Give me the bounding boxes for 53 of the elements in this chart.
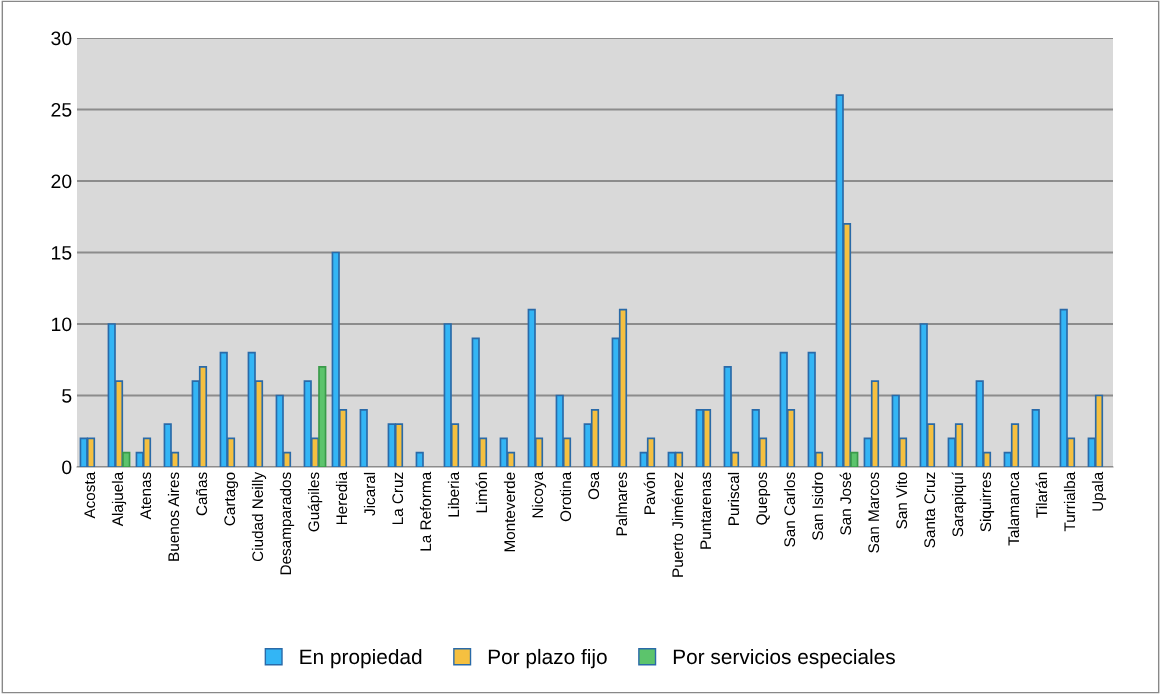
x-tick-label: Alajuela: [111, 471, 127, 527]
legend-label: Por plazo fijo: [488, 648, 607, 669]
bar: [415, 451, 424, 467]
x-tick-label: Cartago: [224, 472, 239, 526]
x-tick-label: Osa: [588, 471, 600, 500]
x-tick-label: San Isidro: [811, 472, 824, 540]
y-tick-label: 15: [52, 246, 72, 260]
bar: [318, 366, 327, 467]
y-tick-label: 10: [52, 317, 72, 332]
x-tick-label: Puriscal: [727, 472, 740, 525]
bar: [1031, 408, 1040, 467]
x-tick-label: San Marcos: [868, 472, 880, 553]
x-tick-label: Puntarenas: [700, 472, 712, 549]
x-tick-label: Santa Cruz: [924, 472, 936, 548]
x-tick-label: Ciudad Neilly: [251, 471, 267, 562]
x-tick-label: Jicaral: [363, 472, 376, 516]
bar: [850, 451, 859, 467]
y-tick-label: 25: [51, 102, 72, 117]
x-tick-label: Atenas: [140, 472, 152, 520]
x-tick-label: Pavón: [643, 472, 656, 514]
legend-label: En propiedad: [300, 648, 422, 669]
x-tick-label: Orotina: [559, 471, 572, 522]
y-tick-label: 0: [62, 460, 72, 475]
x-tick-label: Monteverde: [503, 472, 516, 552]
x-tick-label: Tilarán: [1035, 472, 1048, 518]
x-tick-label: San José: [839, 472, 852, 535]
x-tick-label: Siquirres: [979, 472, 995, 532]
x-tick-label: Buenos Aires: [167, 472, 180, 561]
x-tick-label: Cañas: [195, 472, 208, 516]
x-tick-label: Liberia: [447, 471, 460, 517]
x-tick-label: Turrialba: [1063, 471, 1076, 532]
bar: [122, 451, 131, 467]
x-tick-label: Upala: [1091, 471, 1107, 511]
x-tick-label: Guápiles: [307, 472, 323, 532]
x-tick-label: San Carlos: [783, 472, 796, 547]
x-tick-label: Quepos: [756, 472, 771, 525]
x-tick-label: San Vito: [895, 472, 908, 529]
x-tick-label: La Reforma: [419, 471, 432, 551]
y-tick-label: 30: [51, 31, 72, 46]
y-tick-label: 5: [62, 389, 72, 403]
y-tick-label: 20: [51, 174, 72, 189]
x-tick-label: Talamanca: [1007, 471, 1020, 546]
x-tick-label: Acosta: [84, 471, 96, 519]
x-tick-label: Nicoya: [531, 471, 547, 518]
x-tick-label: Desamparados: [279, 472, 295, 575]
x-tick-label: Palmares: [615, 472, 628, 536]
legend-label: Por servicios especiales: [673, 648, 895, 669]
x-tick-label: Sarapiquí: [951, 471, 967, 537]
bar: [359, 408, 368, 467]
x-tick-label: Heredia: [335, 471, 348, 525]
x-tick-label: La Cruz: [392, 472, 404, 525]
x-tick-label: Puerto Jiménez: [671, 472, 684, 577]
x-tick-label: Limón: [475, 472, 488, 513]
